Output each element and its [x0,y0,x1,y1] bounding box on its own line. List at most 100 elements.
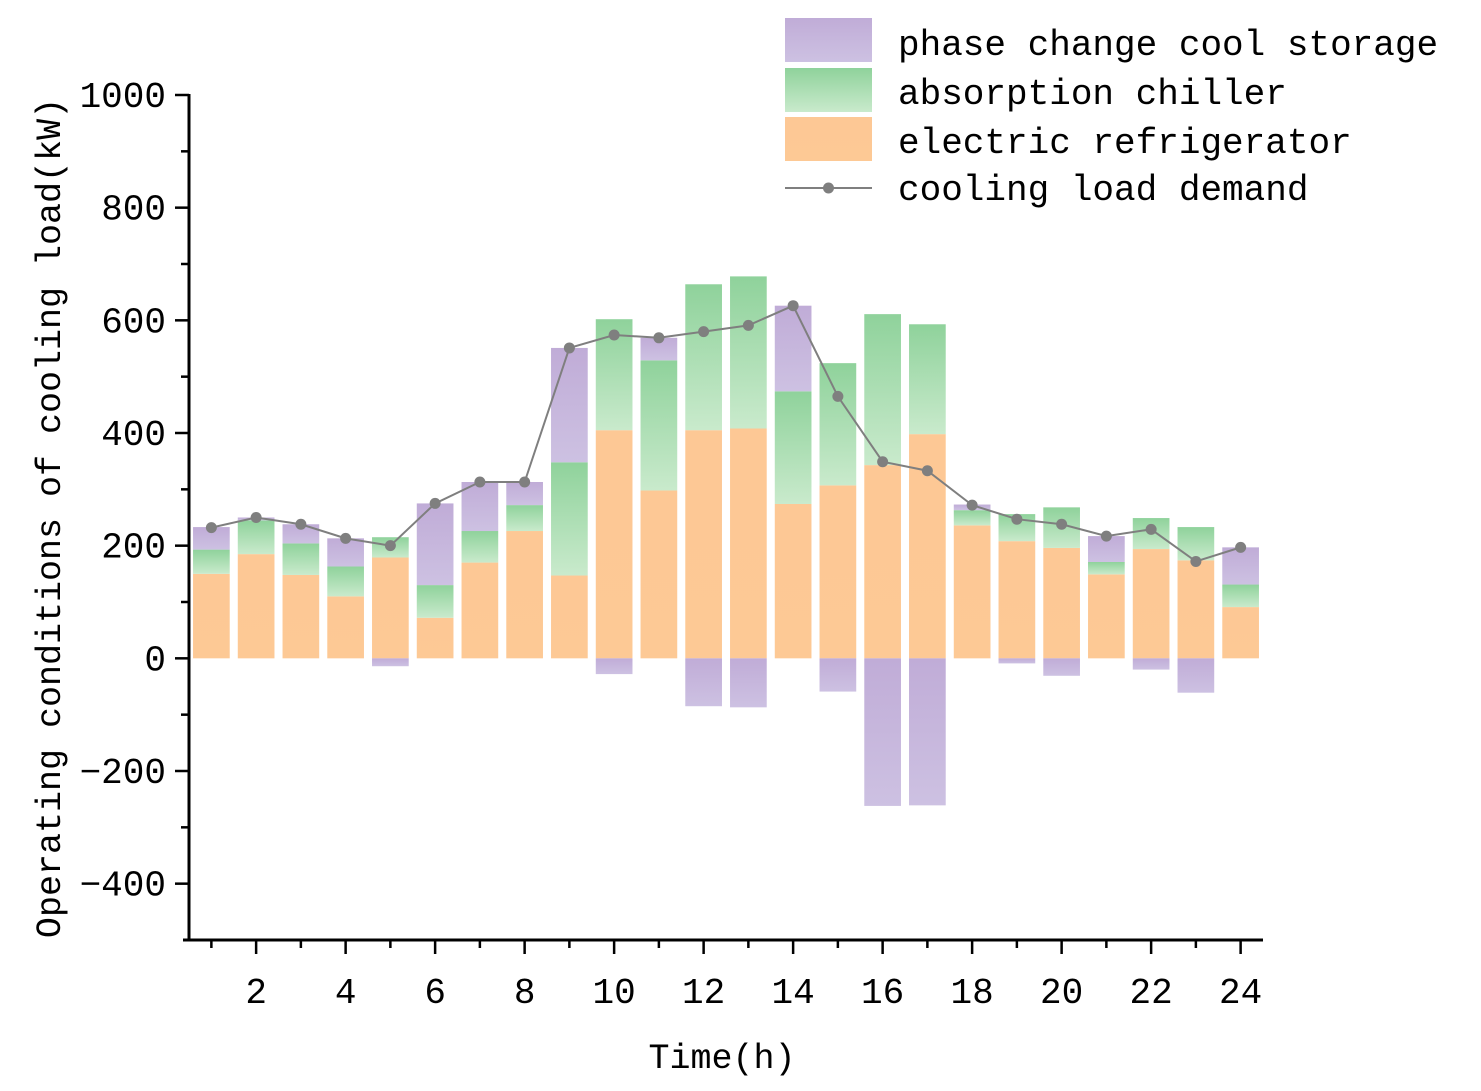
bar-electric-refrigerator-h15 [819,485,857,659]
y-tick-label: −200 [80,753,166,794]
x-tick-label: 6 [424,973,446,1014]
cooling-load-demand-line [211,304,1241,563]
bar-absorption-chiller-h11 [640,360,678,491]
cooling-load-demand-point-h22 [1145,523,1157,535]
legend-label-cooling-load-demand: cooling load demand [898,170,1308,211]
legend: phase change cool storage absorption chi… [785,18,1438,211]
y-tick-label: −400 [80,866,166,907]
bar-electric-refrigerator-h19 [998,541,1036,659]
bar-phase-change-cool-storage-h20 [1043,658,1080,676]
cooling-load-demand-point-h2 [250,512,262,523]
cooling-load-demand-point-h7 [474,476,486,488]
y-tick-label: 600 [101,302,166,343]
demand-line-layer [205,300,1247,567]
bar-absorption-chiller-h15 [819,363,857,486]
legend-label-phase-change-cool-storage: phase change cool storage [898,25,1438,66]
cooling-load-demand-point-h10 [608,329,620,341]
x-tick-label: 24 [1219,973,1262,1014]
legend-label-absorption-chiller: absorption chiller [898,74,1287,115]
y-axis-title: Operating conditions of cooling load(kW) [31,98,71,938]
x-tick-label: 8 [514,973,536,1014]
bar-absorption-chiller-h4 [327,566,364,597]
cooling-load-demand-point-h18 [966,499,978,511]
bar-electric-refrigerator-h7 [461,562,499,659]
bar-phase-change-cool-storage-h3 [282,524,320,544]
bar-electric-refrigerator-h23 [1177,560,1215,659]
x-tick-label: 16 [861,973,904,1014]
cooling-load-demand-point-h4 [340,532,352,544]
legend-item-electric-refrigerator: electric refrigerator [785,117,1352,164]
cooling-load-demand-point-h8 [519,476,531,488]
bar-absorption-chiller-h14 [774,391,812,504]
bar-absorption-chiller-h6 [416,585,454,618]
bar-phase-change-cool-storage-h5 [372,658,409,667]
bar-electric-refrigerator-h10 [595,430,633,659]
cooling-load-demand-point-h6 [429,497,441,509]
cooling-load-demand-point-h20 [1056,518,1068,530]
bar-absorption-chiller-h23 [1177,527,1215,561]
x-axis-ticks: 2 4 6 8 10 12 14 16 18 20 22 24 [210,940,1262,1014]
bar-electric-refrigerator-h14 [774,503,812,659]
bar-electric-refrigerator-h12 [685,430,722,659]
x-tick-label: 12 [682,973,725,1014]
cooling-load-demand-point-h3 [295,518,307,530]
bar-electric-refrigerator-h5 [372,557,409,659]
legend-swatch-cooling-load-demand-marker [823,182,834,194]
bar-absorption-chiller-h2 [237,520,275,555]
bar-electric-refrigerator-h8 [506,531,543,659]
bar-phase-change-cool-storage-h1 [193,527,230,550]
bar-phase-change-cool-storage-h14 [774,305,812,392]
y-tick-label: 200 [101,528,166,569]
bar-electric-refrigerator-h3 [282,574,320,659]
bar-phase-change-cool-storage-h19 [998,658,1036,664]
x-tick-label: 22 [1130,973,1173,1014]
bar-electric-refrigerator-h20 [1043,547,1080,659]
bar-absorption-chiller-h16 [864,314,901,466]
bar-absorption-chiller-h18 [953,510,991,526]
cooling-load-demand-point-h1 [205,522,217,534]
cooling-load-demand-point-h24 [1235,541,1247,553]
x-tick-label: 20 [1040,973,1083,1014]
bar-electric-refrigerator-h18 [953,525,991,659]
bar-electric-refrigerator-h2 [237,554,275,659]
bar-phase-change-cool-storage-h10 [595,658,633,675]
bar-electric-refrigerator-h24 [1222,607,1259,659]
x-tick-label: 18 [951,973,994,1014]
bar-absorption-chiller-h3 [282,543,320,575]
bar-electric-refrigerator-h1 [193,573,230,659]
axes [183,94,1263,942]
bar-phase-change-cool-storage-h11 [640,337,678,361]
x-tick-label: 10 [593,973,636,1014]
legend-swatch-electric-refrigerator [785,117,872,161]
bar-absorption-chiller-h12 [685,284,722,431]
bar-absorption-chiller-h24 [1222,584,1259,608]
cooling-load-demand-point-h15 [832,390,844,402]
bar-electric-refrigerator-h6 [416,617,454,659]
bar-absorption-chiller-h7 [461,531,499,563]
bar-phase-change-cool-storage-h12 [685,658,722,707]
cooling-load-demand-point-h16 [877,456,889,468]
legend-label-electric-refrigerator: electric refrigerator [898,123,1352,164]
cooling-load-demand-point-h5 [384,540,396,552]
bar-absorption-chiller-h17 [909,324,946,435]
cooling-load-demand-point-h13 [742,319,754,331]
cooling-load-demand-point-h12 [698,326,710,338]
cooling-load-demand-point-h9 [563,342,575,354]
bar-electric-refrigerator-h4 [327,596,364,659]
bar-absorption-chiller-h9 [551,462,588,576]
bar-phase-change-cool-storage-h13 [730,658,767,708]
x-tick-label: 2 [245,973,267,1014]
y-tick-label: 800 [101,190,166,231]
bar-phase-change-cool-storage-h22 [1132,658,1170,670]
bar-phase-change-cool-storage-h23 [1177,658,1215,693]
bar-electric-refrigerator-h16 [864,465,901,659]
bar-absorption-chiller-h8 [506,505,543,532]
legend-swatch-phase-change-cool-storage [785,18,872,62]
cooling-load-demand-point-h11 [653,332,665,344]
legend-swatch-absorption-chiller [785,68,872,112]
y-tick-label: 0 [144,640,166,681]
x-axis-title: Time(h) [648,1039,795,1079]
bar-phase-change-cool-storage-h9 [551,347,588,463]
y-axis-ticks: −400 −200 0 200 400 600 800 1000 [80,77,189,907]
legend-item-cooling-load-demand: cooling load demand [785,170,1308,211]
